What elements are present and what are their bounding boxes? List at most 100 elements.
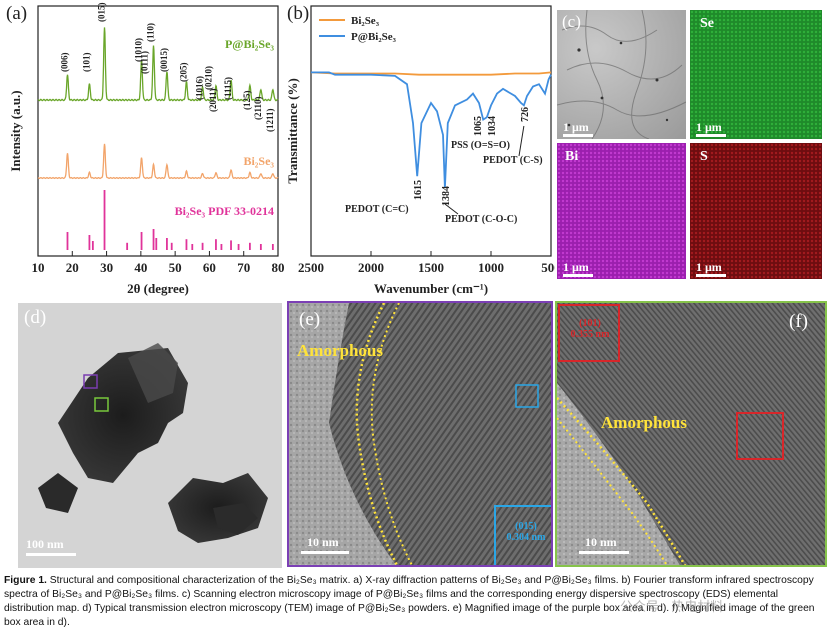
peak-label: (006) [59,53,69,73]
panel-f-hrtem: (f) Amorphous (101) 0.355 nm 10 nm [555,301,827,567]
peak-label: (1016) [195,76,205,100]
annotation-arrow [518,125,525,157]
peak-wavenumber: 1384 [441,186,452,206]
panel-c-label: (c) [562,12,581,31]
scale-bar [563,274,593,277]
series-label: P@Bi₂Se₃ [225,37,274,51]
scale-bar [563,134,593,137]
band-assignment: PSS (O=S=O) [451,140,510,151]
annotation-arrow [444,203,459,215]
scale-label: 1 μm [696,120,722,134]
eds-element-label: S [700,149,708,164]
x-tick-label: 10 [32,260,45,275]
legend-label: P@Bi₂Se₃ [351,31,397,43]
plot-frame [37,5,279,257]
scale-label: 1 μm [563,260,589,274]
peak-label: (1211) [265,108,275,132]
peak-label: (015) [97,3,107,23]
band-assignment: PEDOT (C-S) [483,155,543,166]
band-assignment: PEDOT (C=C) [345,204,409,215]
peak-label: (1010) [134,38,144,62]
panel-f-label: (f) [789,311,808,332]
scale-bar [579,551,629,554]
eds-element-label: Se [700,16,714,31]
scale-label: 1 μm [696,260,722,274]
ftir-series-line [310,71,552,76]
scale-label: 100 nm [26,537,64,551]
legend-label: Bi₂Se₃ [351,15,380,27]
peak-wavenumber: 1615 [413,180,424,200]
caption-text: Structural and compositional characteriz… [4,575,815,628]
eds-map-s: S 1 μm [690,143,822,279]
x-tick-label: 2500 [298,260,324,275]
peak-wavenumber: 1034 [487,116,498,136]
x-tick-label: 500 [541,260,555,275]
x-tick-label: 2000 [358,260,384,275]
x-tick-label: 1500 [418,260,444,275]
lattice-spacing: 0.304 nm [506,532,546,543]
peak-label: (2110) [253,96,263,120]
eds-map-se: Se 1 μm [690,10,822,139]
peak-wavenumber: 726 [520,107,531,122]
x-tick-label: 50 [169,260,182,275]
peak-label: (2011) [208,88,218,112]
scale-bar [696,134,726,137]
peak-label: (1115) [223,77,233,100]
x-tick-label: 70 [237,260,250,275]
ftir-chart: 2500 2000 1500 1000 500 Wavenumber (cm⁻¹) Tran… [285,5,555,296]
xrd-series-line [37,143,279,180]
panel-e-hrtem: (e) Amorphous (015) 0.304 nm 10 nm [287,301,553,567]
scale-label: 10 nm [307,535,339,549]
lattice-plane: (015) [515,521,537,532]
panel-d-label: (d) [24,307,47,328]
peak-label: (0210) [203,66,213,90]
y-axis-label: Intensity (a.u.) [8,90,23,171]
panel-b: (b) 2500 2000 1500 1000 500 Wavenumber (cm⁻¹)… [283,0,555,300]
x-tick-label: 30 [100,260,113,275]
panel-b-label: (b) [287,3,310,24]
peak-label: (0111) [140,51,150,74]
amorphous-label: Amorphous [297,341,383,360]
panel-d-tem: (d) 100 nm [18,303,282,568]
peak-label: (110) [146,23,156,42]
panel-a-label: (a) [6,3,28,24]
x-tick-label: 80 [272,260,285,275]
x-axis-label: 2θ (degree) [127,281,189,296]
x-axis-label: Wavenumber (cm⁻¹) [374,281,488,296]
peak-label: (125) [242,91,252,111]
watermark: 公众号 · 热电材料 [620,600,724,615]
lattice-inset-label: (015) 0.304 nm [499,521,551,543]
scale-label: 1 μm [563,120,589,134]
peak-label: (0015) [159,48,169,72]
series-label: Bi₂Se₃ [243,154,274,168]
scale-bar [301,551,349,554]
panel-a: (a) 10 20 30 40 50 60 70 80 2θ (degree) Intensity… [0,0,285,300]
peak-label: (205) [178,63,188,83]
scale-bar [696,274,726,277]
y-axis-label: Transmittance (%) [285,78,300,184]
xrd-series-line [37,27,279,102]
xrd-chart: 10 20 30 40 50 60 70 80 2θ (degree) Intensity (a.… [8,3,285,297]
panel-e-label: (e) [299,309,321,330]
series-label: Bi₂Se₃ PDF 33-0214 [175,204,274,218]
eds-element-label: Bi [565,149,579,164]
scale-bar [26,553,76,556]
eds-map-bi: Bi 1 μm [557,143,686,279]
ftir-series-line [311,71,552,189]
amorphous-label: Amorphous [601,413,687,432]
x-tick-label: 20 [66,260,79,275]
lattice-inset-label: (101) 0.355 nm [561,318,619,340]
band-assignment: PEDOT (C-O-C) [445,214,517,225]
x-tick-label: 40 [134,260,147,275]
x-tick-label: 1000 [478,260,504,275]
x-tick-label: 60 [203,260,216,275]
figure-caption: Figure 1. Structural and compositional c… [4,574,826,630]
lattice-spacing: 0.355 nm [570,329,610,340]
sem-image: (c) 1 μm [557,10,686,139]
scale-label: 10 nm [585,535,617,549]
peak-wavenumber: 1065 [473,116,484,136]
caption-prefix: Figure 1. [4,575,47,586]
panel-c: (c) 1 μm Se 1 μm Bi 1 μm S 1 μm [557,10,827,280]
peak-label: (101) [81,53,91,73]
lattice-plane: (101) [579,318,601,329]
